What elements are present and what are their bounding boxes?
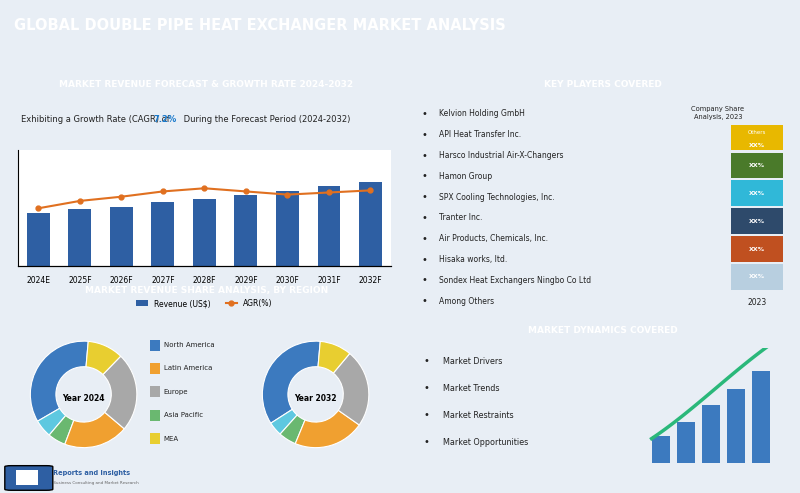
Text: Exhibiting a Growth Rate (CAGR) of: Exhibiting a Growth Rate (CAGR) of: [22, 115, 173, 124]
Text: Sondex Heat Exchangers Ningbo Co Ltd: Sondex Heat Exchangers Ningbo Co Ltd: [438, 276, 591, 285]
Text: Year 2032: Year 2032: [294, 394, 337, 403]
Text: North America: North America: [163, 342, 214, 348]
Text: During the Forecast Period (2024-2032): During the Forecast Period (2024-2032): [181, 115, 350, 124]
Bar: [731, 209, 783, 234]
Text: MARKET REVENUE FORECAST & GROWTH RATE 2024-2032: MARKET REVENUE FORECAST & GROWTH RATE 20…: [59, 80, 354, 89]
Bar: [193, 199, 216, 266]
Wedge shape: [86, 341, 121, 375]
Text: Kelvion Holding GmbH: Kelvion Holding GmbH: [438, 109, 525, 118]
Text: Harsco Industrial Air-X-Changers: Harsco Industrial Air-X-Changers: [438, 151, 563, 160]
Wedge shape: [38, 408, 66, 435]
Text: KEY PLAYERS COVERED: KEY PLAYERS COVERED: [544, 80, 662, 89]
Text: Market Trends: Market Trends: [442, 384, 499, 393]
Bar: [731, 264, 783, 290]
Bar: [150, 433, 160, 444]
Text: •: •: [423, 356, 430, 366]
Text: •: •: [423, 437, 430, 448]
Bar: [731, 236, 783, 262]
Text: XX%: XX%: [749, 246, 765, 251]
Text: 7.2%: 7.2%: [154, 115, 177, 124]
Bar: [731, 152, 783, 178]
Text: XX%: XX%: [749, 163, 765, 168]
Text: MARKET DYNAMICS COVERED: MARKET DYNAMICS COVERED: [528, 326, 678, 335]
Bar: [27, 213, 50, 266]
Bar: [69, 209, 91, 266]
Text: Europe: Europe: [163, 388, 188, 395]
Legend: Revenue (US$), AGR(%): Revenue (US$), AGR(%): [133, 296, 276, 311]
Text: MARKET REVENUE SHARE ANALYSIS, BY REGION: MARKET REVENUE SHARE ANALYSIS, BY REGION: [85, 286, 328, 295]
Text: Others: Others: [748, 130, 766, 135]
Text: •: •: [422, 130, 427, 140]
Text: Tranter Inc.: Tranter Inc.: [438, 213, 482, 222]
Text: SPX Cooling Technologies, Inc.: SPX Cooling Technologies, Inc.: [438, 193, 554, 202]
Text: XX%: XX%: [749, 191, 765, 196]
FancyBboxPatch shape: [5, 466, 53, 490]
Bar: [16, 470, 38, 486]
Wedge shape: [295, 410, 359, 448]
Text: •: •: [422, 150, 427, 161]
Text: API Heat Transfer Inc.: API Heat Transfer Inc.: [438, 130, 521, 139]
Text: Business Consulting and Market Research: Business Consulting and Market Research: [53, 481, 138, 485]
Text: Reports and Insights: Reports and Insights: [53, 470, 130, 476]
Text: •: •: [422, 296, 427, 306]
Bar: [151, 202, 174, 266]
Wedge shape: [65, 412, 124, 448]
Bar: [150, 387, 160, 397]
Text: Latin America: Latin America: [163, 365, 212, 371]
Bar: [651, 436, 670, 463]
Text: Year 2024: Year 2024: [62, 394, 105, 403]
Bar: [276, 191, 299, 266]
Text: •: •: [422, 254, 427, 265]
Text: •: •: [423, 383, 430, 393]
Text: Asia Pacific: Asia Pacific: [163, 412, 202, 418]
Bar: [110, 207, 133, 266]
Text: Among Others: Among Others: [438, 297, 494, 306]
Text: Market Drivers: Market Drivers: [442, 356, 502, 366]
Wedge shape: [262, 341, 320, 423]
Wedge shape: [30, 341, 88, 421]
Bar: [726, 389, 746, 463]
Bar: [731, 125, 783, 150]
Wedge shape: [318, 341, 350, 373]
Bar: [677, 422, 695, 463]
Wedge shape: [334, 353, 369, 425]
Text: •: •: [422, 172, 427, 181]
Text: •: •: [422, 276, 427, 285]
Text: •: •: [422, 234, 427, 244]
Wedge shape: [103, 356, 137, 429]
Text: •: •: [422, 109, 427, 119]
Text: •: •: [422, 192, 427, 202]
Text: MEA: MEA: [163, 435, 178, 442]
Wedge shape: [50, 416, 74, 444]
Text: Air Products, Chemicals, Inc.: Air Products, Chemicals, Inc.: [438, 234, 548, 243]
Text: GLOBAL DOUBLE PIPE HEAT EXCHANGER MARKET ANALYSIS: GLOBAL DOUBLE PIPE HEAT EXCHANGER MARKET…: [14, 18, 506, 34]
Text: Hamon Group: Hamon Group: [438, 172, 492, 181]
Bar: [234, 195, 258, 266]
Wedge shape: [280, 415, 305, 444]
Text: 2023: 2023: [747, 298, 766, 307]
Wedge shape: [271, 409, 297, 434]
Bar: [752, 371, 770, 463]
Bar: [150, 340, 160, 351]
Text: Market Restraints: Market Restraints: [442, 411, 514, 420]
Text: XX%: XX%: [749, 142, 765, 147]
Text: XX%: XX%: [749, 275, 765, 280]
Bar: [731, 180, 783, 206]
Bar: [150, 410, 160, 421]
Text: Market Opportunities: Market Opportunities: [442, 438, 528, 447]
Bar: [318, 186, 340, 266]
Bar: [702, 405, 721, 463]
Text: •: •: [423, 410, 430, 421]
Bar: [150, 363, 160, 374]
Text: Company Share
Analysis, 2023: Company Share Analysis, 2023: [691, 106, 745, 120]
Text: •: •: [422, 213, 427, 223]
Text: Hisaka works, ltd.: Hisaka works, ltd.: [438, 255, 507, 264]
Bar: [359, 182, 382, 266]
Text: XX%: XX%: [749, 219, 765, 224]
